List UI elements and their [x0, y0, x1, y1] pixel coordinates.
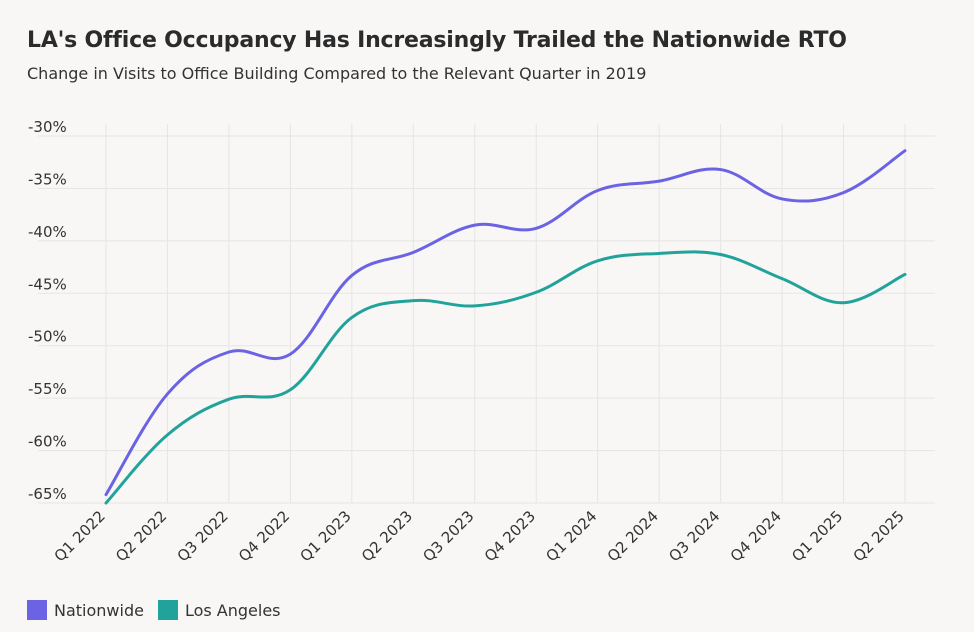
x-tick-label: Q3 2023	[419, 507, 477, 565]
x-tick-label: Q2 2025	[850, 507, 908, 565]
x-tick-label: Q4 2022	[235, 507, 293, 565]
x-tick-label: Q1 2025	[788, 507, 846, 565]
x-tick-label: Q3 2024	[665, 507, 723, 565]
x-tick-label: Q2 2022	[112, 507, 170, 565]
y-tick-label: -50%	[28, 328, 67, 346]
y-tick-label: -60%	[28, 433, 67, 451]
x-tick-label: Q1 2022	[51, 507, 109, 565]
y-tick-label: -35%	[28, 170, 67, 188]
chart-title: LA's Office Occupancy Has Increasingly T…	[27, 28, 847, 53]
x-tick-label: Q1 2023	[296, 507, 354, 565]
x-tick-label: Q2 2023	[358, 507, 416, 565]
legend-item-los-angeles[interactable]: Los Angeles	[157, 600, 281, 620]
x-tick-label: Q1 2024	[542, 507, 600, 565]
series-line-los-angeles	[104, 250, 907, 505]
x-tick-label: Q4 2024	[727, 507, 785, 565]
legend-swatch-nationwide	[27, 600, 47, 620]
chart-subtitle: Change in Visits to Office Building Comp…	[27, 64, 647, 83]
series-line-nationwide	[104, 149, 907, 497]
legend-swatch-los-angeles	[157, 600, 178, 620]
x-tick-label: Q2 2024	[604, 507, 662, 565]
y-tick-label: -65%	[28, 485, 67, 503]
legend-item-nationwide[interactable]: Nationwide	[27, 600, 144, 620]
chart-legend: Nationwide Los Angeles	[27, 600, 295, 620]
y-tick-label: -30%	[28, 118, 67, 136]
legend-label-los-angeles: Los Angeles	[184, 600, 281, 620]
legend-label-nationwide: Nationwide	[54, 600, 144, 620]
line-chart: -30%-35%-40%-45%-50%-55%-60%-65%Q1 2022 Q…	[28, 118, 935, 565]
y-tick-label: -45%	[28, 275, 67, 293]
x-tick-label: Q3 2022	[174, 507, 232, 565]
y-tick-label: -55%	[28, 380, 67, 398]
x-tick-label: Q4 2023	[481, 507, 539, 565]
y-tick-label: -40%	[28, 223, 67, 241]
